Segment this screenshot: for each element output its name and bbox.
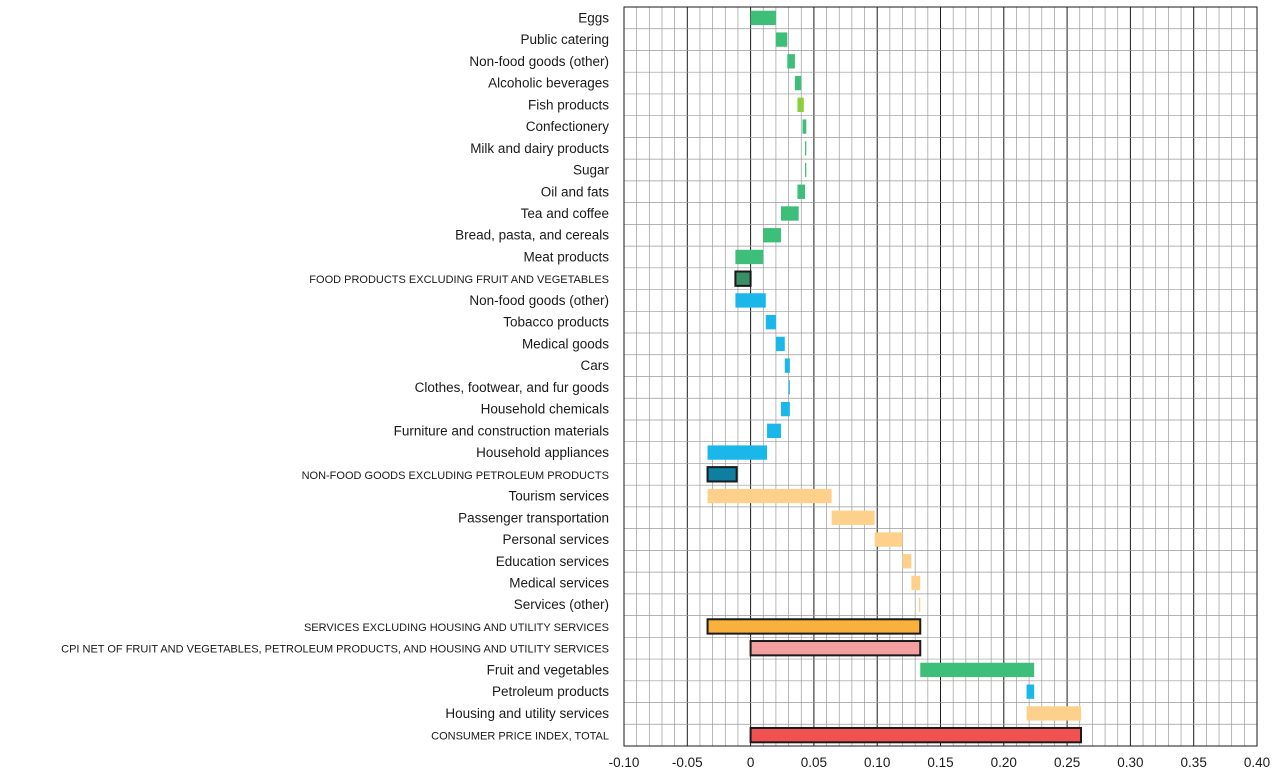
category-label: Sugar	[573, 163, 610, 178]
category-label: Milk and dairy products	[470, 141, 609, 156]
component-bar	[775, 32, 788, 47]
category-label: Clothes, footwear, and fur goods	[415, 380, 610, 395]
category-label: Medical goods	[522, 336, 609, 351]
aggregate-bar	[734, 270, 752, 287]
component-bar	[902, 554, 912, 569]
category-label: Education services	[496, 554, 610, 569]
x-tick-label: 0.10	[864, 755, 890, 770]
category-label: FOOD PRODUCTS EXCLUDING FRUIT AND VEGETA…	[309, 274, 609, 286]
category-label: Cars	[580, 358, 609, 373]
x-tick-label: 0.05	[801, 755, 827, 770]
component-bar	[918, 597, 921, 612]
component-bar	[802, 119, 807, 134]
category-label: Medical services	[509, 575, 609, 590]
category-label: NON-FOOD GOODS EXCLUDING PETROLEUM PRODU…	[302, 470, 609, 482]
category-label: Fish products	[528, 97, 609, 112]
category-label: Eggs	[578, 10, 609, 25]
component-bar	[787, 54, 795, 69]
category-label: Confectionery	[526, 119, 610, 134]
component-bar	[763, 228, 781, 243]
component-bar	[750, 10, 776, 26]
bars	[706, 10, 1083, 744]
x-tick-label: 0.15	[927, 755, 953, 770]
category-label: Oil and fats	[541, 184, 610, 199]
category-label: CONSUMER PRICE INDEX, TOTAL	[431, 731, 609, 743]
component-bar	[765, 314, 776, 330]
aggregate-bar	[749, 726, 1083, 744]
component-bar	[831, 510, 875, 525]
component-bar	[784, 358, 790, 373]
plot-frame	[623, 6, 1258, 747]
component-bar	[797, 97, 804, 112]
category-label: Tobacco products	[503, 315, 609, 330]
category-label: Tea and coffee	[521, 206, 609, 221]
component-bar	[735, 249, 764, 265]
component-bar	[805, 141, 807, 156]
category-label: Non-food goods (other)	[469, 54, 609, 69]
component-bar	[805, 162, 807, 178]
category-label: Meat products	[523, 249, 609, 264]
category-label: Passenger transportation	[458, 510, 609, 525]
component-bar	[794, 75, 802, 91]
component-bar	[775, 336, 785, 352]
category-label: Bread, pasta, and cereals	[455, 228, 609, 243]
component-bar	[735, 293, 766, 308]
component-bar	[707, 445, 768, 460]
x-tick-label: -0.05	[672, 755, 703, 770]
category-label: Household appliances	[476, 445, 609, 460]
component-bar	[767, 423, 781, 439]
aggregate-bar	[706, 466, 738, 483]
category-label: Petroleum products	[492, 684, 609, 699]
category-label: Non-food goods (other)	[469, 293, 609, 308]
x-axis-tick-labels: -0.10 -0.05 0 0.05 0.10 0.15 0.20 0.25 0.30 0.35 0…	[609, 755, 1271, 770]
x-tick-label: 0.35	[1181, 755, 1207, 770]
x-tick-label: 0	[747, 755, 755, 770]
grid-lines	[623, 7, 1258, 746]
category-label: Alcoholic beverages	[488, 76, 609, 91]
component-bar	[911, 575, 921, 591]
category-label: Personal services	[502, 532, 609, 547]
component-bar	[1026, 684, 1035, 699]
category-label: Services (other)	[514, 597, 609, 612]
component-bar	[1026, 706, 1082, 721]
component-bar	[874, 532, 903, 547]
aggregate-bar	[749, 640, 922, 657]
aggregate-bar	[706, 618, 922, 635]
category-label: SERVICES EXCLUDING HOUSING AND UTILITY S…	[304, 622, 609, 634]
x-tick-label: 0.30	[1117, 755, 1143, 770]
x-tick-label: 0.20	[991, 755, 1017, 770]
category-label: Housing and utility services	[445, 706, 609, 721]
component-bar	[707, 488, 832, 504]
category-label: Furniture and construction materials	[394, 423, 610, 438]
x-tick-label: 0.25	[1054, 755, 1080, 770]
component-bar	[780, 401, 790, 417]
component-bar	[780, 206, 799, 221]
category-label: Public catering	[520, 32, 609, 47]
x-tick-label: 0.40	[1244, 755, 1270, 770]
component-bar	[788, 380, 790, 395]
category-label: Fruit and vegetables	[487, 662, 610, 677]
component-bar	[797, 184, 806, 199]
x-tick-label: -0.10	[609, 755, 640, 770]
category-label: CPI NET OF FRUIT AND VEGETABLES, PETROLE…	[61, 644, 609, 656]
category-labels: Eggs Public catering Non-food goods (other…	[61, 10, 609, 742]
component-bar	[920, 662, 1035, 678]
category-label: Tourism services	[508, 489, 609, 504]
category-label: Household chemicals	[481, 402, 610, 417]
